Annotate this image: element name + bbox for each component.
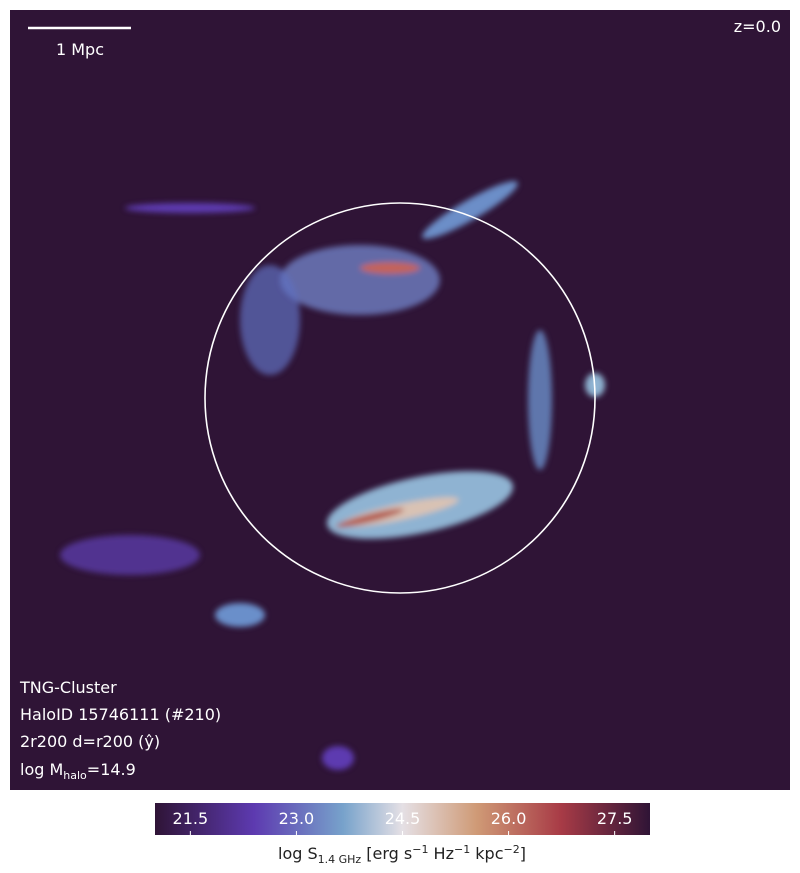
colorbar-tick-label: 24.5: [385, 809, 421, 828]
info-mass: log Mhalo=14.9: [20, 760, 136, 782]
mass-prefix: log M: [20, 760, 63, 779]
redshift: z=0.0: [734, 17, 781, 36]
colorbar-tick-label: 21.5: [173, 809, 209, 828]
cb-d: kpc: [470, 844, 503, 863]
cb-sub: 1.4 GHz: [318, 853, 362, 866]
info-projection: 2r200 d=r200 (ŷ): [20, 732, 160, 751]
colorbar-tick-label: 26.0: [491, 809, 527, 828]
cb-c: Hz: [428, 844, 454, 863]
info-simulation: TNG-Cluster: [19, 678, 117, 697]
colorbar-tick-label: 23.0: [279, 809, 315, 828]
cb-b: [erg s: [361, 844, 412, 863]
colorbar: [155, 803, 650, 835]
colorbar-label: log S1.4 GHz [erg s−1 Hz−1 kpc−2]: [278, 843, 526, 866]
cb-sup1: −1: [412, 843, 428, 856]
cb-sup3: −2: [504, 843, 520, 856]
cb-a: log S: [278, 844, 318, 863]
cb-sup2: −1: [454, 843, 470, 856]
info-halo: HaloID 15746111 (#210): [20, 705, 221, 724]
mass-sub: halo: [63, 769, 87, 782]
cb-e: ]: [520, 844, 526, 863]
scale-label: 1 Mpc: [56, 40, 104, 59]
mass-suffix: =14.9: [87, 760, 136, 779]
map-panel: [10, 10, 790, 790]
emission: [60, 181, 605, 770]
r200-circle: [204, 202, 596, 594]
colorbar-tick-label: 27.5: [597, 809, 633, 828]
